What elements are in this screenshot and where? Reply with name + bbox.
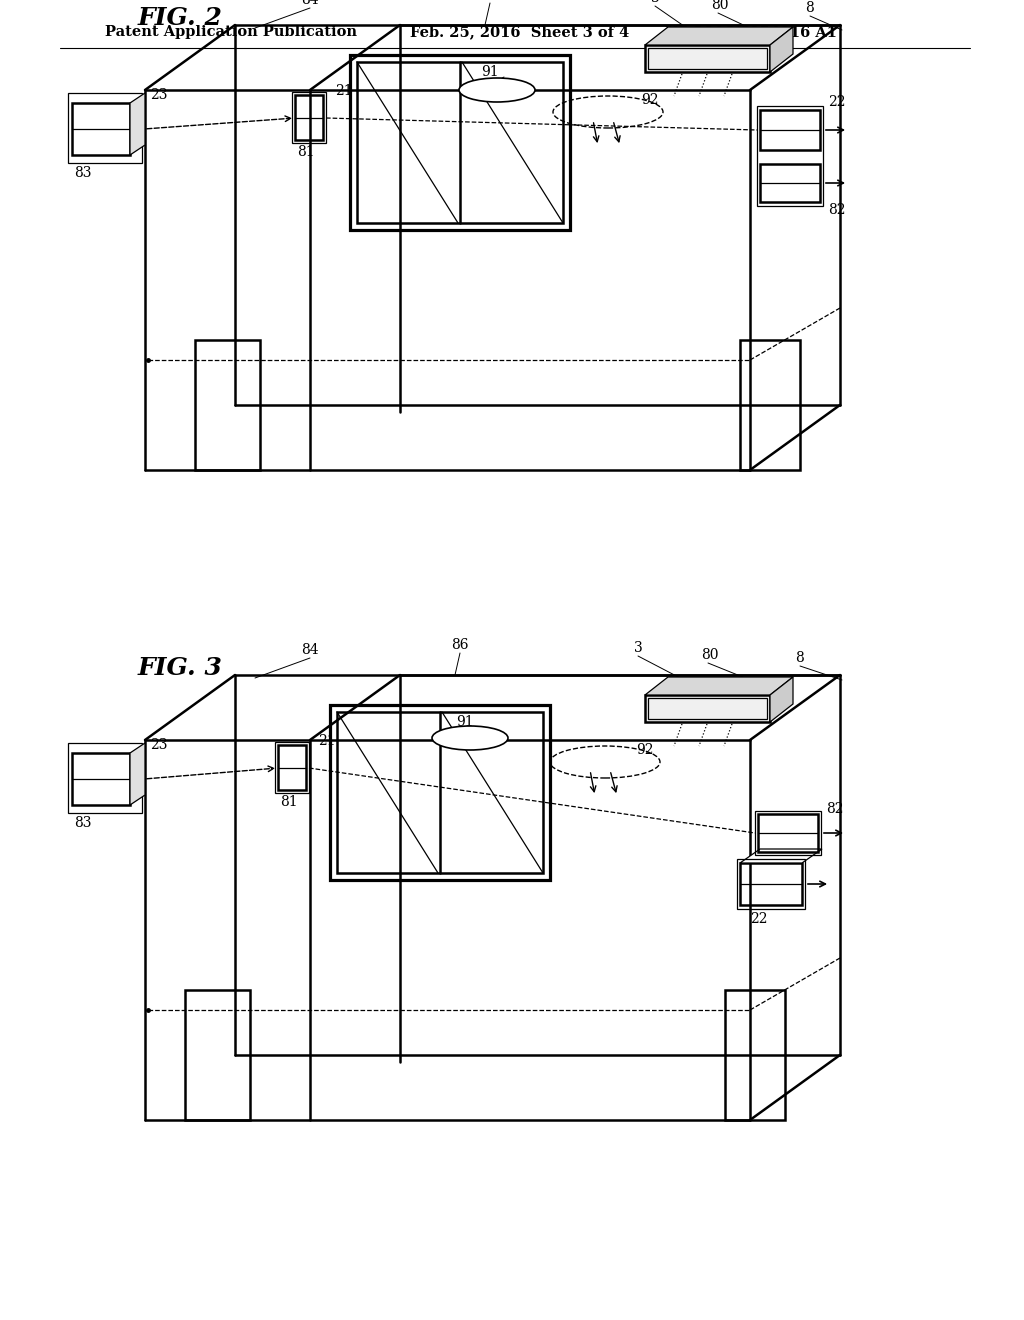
Text: 8: 8 [806, 1, 814, 15]
Polygon shape [770, 677, 793, 722]
Ellipse shape [432, 726, 508, 750]
Bar [760, 164, 820, 202]
Text: 22: 22 [750, 912, 768, 927]
Bar [760, 110, 820, 150]
Text: 91: 91 [456, 715, 474, 729]
Bar [72, 752, 130, 805]
Text: 82: 82 [826, 803, 844, 816]
Bar [757, 106, 823, 206]
Bar [758, 814, 818, 851]
Text: 84: 84 [301, 643, 318, 657]
Text: 22: 22 [828, 95, 846, 110]
Text: FIG. 3: FIG. 3 [138, 656, 223, 680]
Bar [645, 45, 770, 73]
Text: 92: 92 [636, 743, 653, 756]
Text: 8: 8 [796, 651, 805, 665]
Text: 80: 80 [701, 648, 719, 663]
Text: 92: 92 [641, 92, 658, 107]
Text: 91: 91 [481, 65, 499, 79]
Polygon shape [770, 26, 793, 73]
Text: 80: 80 [712, 0, 729, 12]
Text: 23: 23 [150, 88, 168, 102]
Bar [72, 103, 130, 154]
Text: 3: 3 [650, 0, 659, 5]
Bar [645, 696, 770, 722]
Text: 21: 21 [318, 734, 336, 748]
Text: US 2016/0054016 A1: US 2016/0054016 A1 [665, 25, 837, 40]
Bar [278, 744, 306, 789]
Ellipse shape [459, 78, 535, 102]
Bar [755, 810, 821, 855]
Bar [68, 743, 142, 813]
Text: 83: 83 [74, 816, 91, 830]
Bar [275, 742, 309, 793]
Bar [740, 863, 802, 906]
Text: Feb. 25, 2016  Sheet 3 of 4: Feb. 25, 2016 Sheet 3 of 4 [410, 25, 630, 40]
Bar [648, 48, 767, 69]
Bar [737, 859, 805, 909]
Bar [740, 341, 800, 470]
Bar [185, 990, 250, 1119]
Text: FIG. 2: FIG. 2 [138, 7, 223, 30]
Bar [648, 698, 767, 719]
Text: 81: 81 [297, 145, 314, 158]
Text: 21: 21 [335, 84, 352, 98]
Text: 85: 85 [481, 0, 499, 3]
Polygon shape [645, 26, 793, 45]
Bar [725, 990, 785, 1119]
Text: 3: 3 [634, 642, 642, 655]
Bar [350, 55, 570, 230]
Polygon shape [130, 92, 145, 154]
Text: 81: 81 [280, 795, 298, 809]
Bar [295, 95, 323, 140]
Polygon shape [740, 849, 822, 863]
Polygon shape [130, 743, 145, 805]
Bar [330, 705, 550, 880]
Bar [68, 92, 142, 162]
Text: 83: 83 [74, 166, 91, 180]
Polygon shape [645, 677, 793, 696]
Text: 86: 86 [452, 638, 469, 652]
Text: 84: 84 [301, 0, 318, 7]
Text: 23: 23 [150, 738, 168, 752]
Bar [337, 711, 543, 873]
Text: Patent Application Publication: Patent Application Publication [105, 25, 357, 40]
Text: 82: 82 [828, 203, 846, 216]
Bar [195, 341, 260, 470]
Bar [357, 62, 563, 223]
Bar [292, 92, 326, 143]
